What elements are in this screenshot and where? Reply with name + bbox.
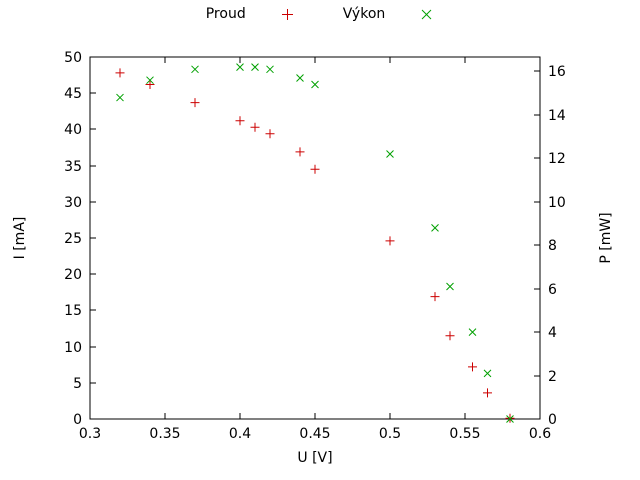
data-point-proud [505, 413, 515, 423]
chart-legend: Proud Výkon [0, 6, 640, 22]
y-left-tick-label: 0 [73, 412, 82, 428]
y-right-tick-label: 6 [548, 282, 557, 298]
data-point-proud [483, 388, 492, 398]
plus-marker-icon [281, 8, 293, 20]
y-left-tick-label: 40 [64, 122, 82, 138]
data-point-vykon [311, 80, 319, 89]
y-right-tick-label: 16 [548, 64, 566, 80]
y-left-tick-label: 10 [64, 340, 82, 356]
x-tick-label: 0.45 [299, 426, 330, 442]
data-point-vykon [446, 282, 454, 291]
data-point-proud [190, 98, 200, 108]
data-point-vykon [236, 63, 244, 71]
data-point-proud [385, 236, 395, 246]
y-right-tick-label: 8 [548, 238, 557, 254]
legend-label-vykon: Výkon [342, 6, 386, 22]
x-tick-label: 0.6 [529, 426, 551, 442]
cross-marker-line2 [421, 9, 432, 19]
data-point-proud [115, 68, 125, 78]
y-left-tick-label: 5 [73, 376, 82, 392]
data-point-vykon [386, 150, 394, 158]
y-right-tick-label: 4 [548, 325, 557, 341]
data-point-vykon [251, 63, 259, 71]
data-point-vykon [116, 93, 124, 102]
data-point-vykon [266, 65, 274, 74]
x-axis-title: U [V] [297, 450, 333, 466]
y-left-tick-label: 30 [64, 195, 82, 211]
data-point-proud [445, 331, 455, 341]
legend-label-proud: Proud [205, 6, 246, 22]
y-left-tick-label: 15 [64, 303, 82, 319]
data-point-vykon [506, 415, 514, 423]
data-point-vykon [483, 369, 492, 378]
x-tick-label: 0.55 [449, 426, 480, 442]
data-point-proud [310, 164, 320, 174]
y-left-tick-label: 35 [64, 159, 82, 175]
data-point-proud [295, 147, 305, 157]
data-point-vykon [191, 65, 199, 74]
x-tick-label: 0.5 [379, 426, 401, 442]
y-left-tick-label: 20 [64, 267, 82, 283]
y-right-tick-label: 10 [548, 195, 566, 211]
y-left-tick-label: 25 [64, 231, 82, 247]
data-point-proud [468, 362, 477, 372]
y-right-tick-label: 0 [548, 412, 557, 428]
data-point-proud [145, 80, 155, 90]
legend-entry-proud: Proud [206, 6, 295, 22]
y-left-tick-label: 45 [64, 86, 82, 102]
legend-entry-vykon: Výkon [343, 6, 435, 22]
data-point-proud [430, 292, 440, 302]
data-point-proud [265, 129, 275, 139]
x-tick-label: 0.4 [229, 426, 251, 442]
data-point-proud [250, 122, 260, 132]
data-point-vykon [431, 224, 439, 232]
y-left-tick-label: 50 [64, 50, 82, 66]
data-point-vykon [468, 328, 477, 336]
data-point-vykon [146, 76, 154, 85]
data-point-proud [235, 116, 245, 126]
y-right-tick-label: 12 [548, 151, 566, 167]
x-tick-label: 0.35 [149, 426, 180, 442]
x-tick-label: 0.3 [79, 426, 101, 442]
y-right-tick-label: 2 [548, 369, 557, 385]
cross-marker-icon [421, 9, 432, 19]
y-right-tick-label: 14 [548, 108, 566, 124]
data-point-vykon [296, 74, 304, 82]
